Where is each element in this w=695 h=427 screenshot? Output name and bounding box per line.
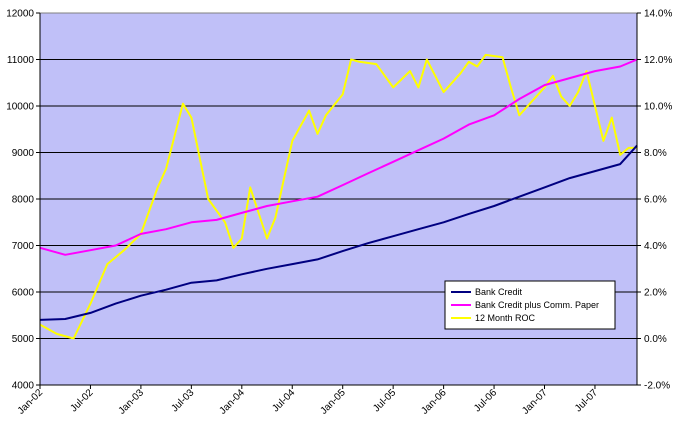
- series-line-roc: [39, 53, 637, 340]
- y-axis-right: -2.0% 0.0% 2.0% 4.0% 6.0% 8.0% 10.0% 12.0% 14.0%: [636, 9, 672, 392]
- x-tick-label: Jan-06: [419, 387, 449, 417]
- series-line-bank-credit: [39, 144, 638, 321]
- y2-tick-label: 8.0%: [644, 148, 667, 159]
- y2-tick-label: 10.0%: [644, 102, 672, 113]
- x-tick-label: Jul-04: [270, 387, 297, 414]
- y-tick-label: 6000: [12, 288, 35, 299]
- y-tick-label: 10000: [6, 102, 34, 113]
- x-tick-label: Jul-02: [69, 387, 96, 414]
- y-tick-label: 12000: [6, 9, 34, 20]
- x-tick-label: Jan-03: [117, 387, 147, 417]
- y2-tick-label: 2.0%: [644, 288, 667, 299]
- y-tick-label: 7000: [12, 241, 35, 252]
- series-layer: [39, 53, 638, 340]
- y-axis-left: 4000 5000 6000 7000 8000 9000 10000 11000 12000: [6, 9, 41, 392]
- x-axis: Jan-02 Jul-02 Jan-03 Jul-03 Jan-04 Jul-04 Jan-…: [16, 384, 637, 417]
- y-tick-label: 4000: [12, 381, 35, 392]
- y-tick-label: 8000: [12, 195, 35, 206]
- x-tick-label: Jul-07: [573, 387, 600, 414]
- legend-box: [444, 280, 616, 330]
- x-tick-label: Jul-03: [169, 387, 196, 414]
- y2-tick-label: 12.0%: [644, 55, 672, 66]
- legend-label-bank-credit: Bank Credit: [475, 287, 523, 297]
- x-tick-label: Jul-05: [371, 387, 398, 414]
- y-tick-label: 5000: [12, 334, 35, 345]
- x-tick-label: Jan-04: [218, 387, 248, 417]
- x-tick-label: Jul-06: [472, 387, 499, 414]
- legend-label-roc: 12 Month ROC: [475, 313, 536, 323]
- y-tick-label: 11000: [7, 55, 35, 66]
- y2-tick-label: 6.0%: [644, 195, 667, 206]
- y2-tick-label: 4.0%: [644, 241, 667, 252]
- y2-tick-label: 14.0%: [644, 9, 672, 20]
- legend-label-bank-credit-cp: Bank Credit plus Comm. Paper: [475, 300, 599, 310]
- y2-tick-label: -2.0%: [644, 381, 670, 392]
- y2-tick-label: 0.0%: [644, 334, 667, 345]
- x-tick-label: Jan-05: [318, 387, 348, 417]
- x-tick-label: Jan-07: [520, 387, 550, 417]
- legend: Bank Credit Bank Credit plus Comm. Paper…: [444, 280, 616, 330]
- y-tick-label: 9000: [12, 148, 35, 159]
- series-line-bank-credit-cp: [39, 58, 638, 256]
- grid-lines: [40, 59, 637, 339]
